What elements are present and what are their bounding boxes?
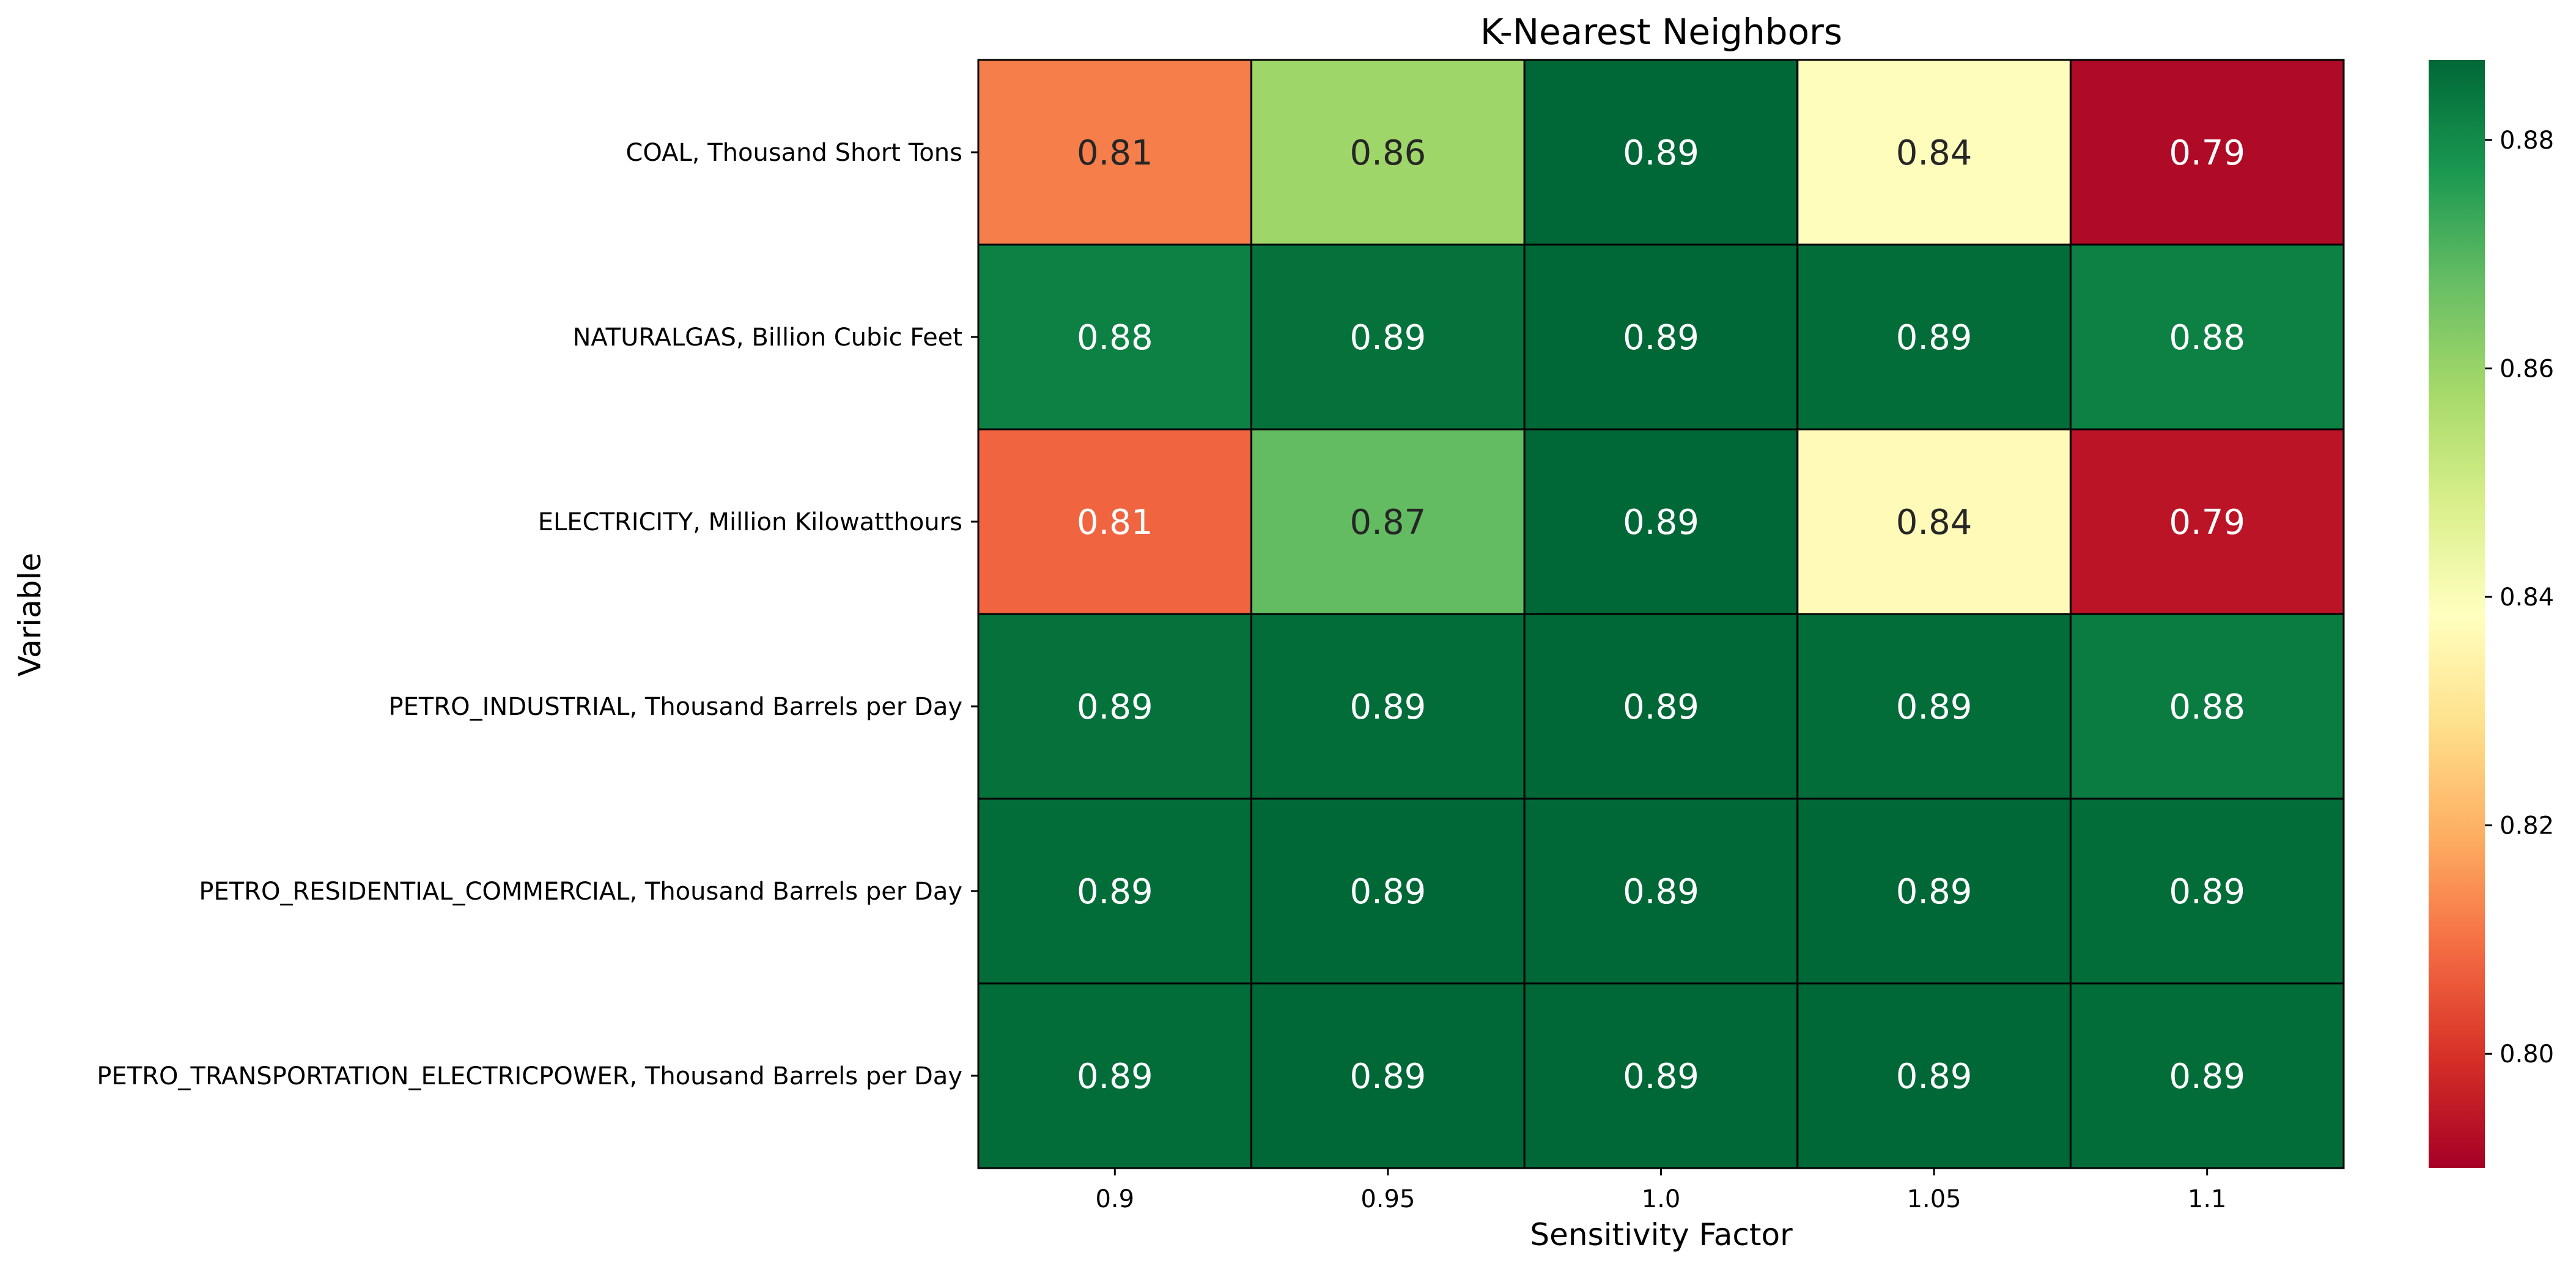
heatmap-cell-r4-c4 [2069, 797, 2345, 985]
cell-value-label-r5-c1: 0.89 [1350, 1057, 1426, 1097]
heatmap-cell-r0-c2 [1523, 59, 1799, 246]
colorbar: 0.80 0.82 0.84 0.86 0.88 [2429, 60, 2554, 1168]
y-tick-label-3: PETRO_INDUSTRIAL, Thousand Barrels per D… [389, 693, 963, 721]
heatmap-cell-r3-c4 [2069, 613, 2345, 800]
cell-value-label-r2-c1: 0.87 [1350, 503, 1426, 542]
y-tick-label-2: ELECTRICITY, Million Kilowatthours [538, 508, 962, 536]
cell-value-label-r4-c4: 0.89 [2169, 872, 2245, 912]
heatmap-cell-r2-c2 [1523, 428, 1799, 615]
cell-value-label-r4-c2: 0.89 [1623, 872, 1699, 912]
heatmap-cell-r2-c3 [1796, 428, 2072, 615]
heatmap-cell-r2-c4 [2069, 428, 2345, 615]
cell-value-label-r2-c2: 0.89 [1623, 503, 1699, 542]
cell-value-label-r3-c0: 0.89 [1077, 687, 1153, 727]
x-tick-label-3: 1.05 [1907, 1185, 1962, 1213]
cell-value-label-r4-c0: 0.89 [1077, 872, 1153, 912]
cell-value-label-r5-c0: 0.89 [1077, 1057, 1153, 1097]
cell-value-label-r1-c3: 0.89 [1896, 318, 1973, 358]
cell-value-label-r1-c2: 0.89 [1623, 318, 1699, 358]
heatmap-cells: 0.81 0.86 0.89 0.84 0.79 0.88 0.89 0.89 0.89 0.88… [977, 59, 2345, 1169]
heatmap-cell-r0-c1 [1250, 59, 1526, 246]
cell-value-label-r4-c1: 0.89 [1350, 872, 1426, 912]
heatmap-cell-r1-c0 [977, 243, 1253, 431]
x-tick-label-0: 0.9 [1095, 1185, 1134, 1213]
x-tick-label-1: 0.95 [1360, 1185, 1415, 1213]
x-tick-label-4: 1.1 [2188, 1185, 2227, 1213]
y-tick-label-4: PETRO_RESIDENTIAL_COMMERCIAL, Thousand B… [199, 878, 962, 906]
heatmap-cell-r5-c4 [2069, 982, 2345, 1169]
y-tick-label-1: NATURALGAS, Billion Cubic Feet [572, 324, 962, 352]
colorbar-gradient [2429, 60, 2485, 1168]
heatmap-cell-r0-c0 [977, 59, 1253, 246]
cell-value-label-r4-c3: 0.89 [1896, 872, 1973, 912]
cell-value-label-r0-c0: 0.81 [1077, 133, 1153, 173]
cell-value-label-r1-c1: 0.89 [1350, 318, 1426, 358]
cell-value-label-r0-c2: 0.89 [1623, 133, 1699, 173]
cell-value-label-r2-c4: 0.79 [2169, 503, 2245, 542]
colorbar-tick-label-1: 0.82 [2500, 812, 2554, 840]
heatmap-cell-r0-c4 [2069, 59, 2345, 246]
heatmap-cell-r5-c1 [1250, 982, 1526, 1169]
colorbar-tick-label-4: 0.88 [2500, 127, 2554, 155]
heatmap-cell-r3-c1 [1250, 613, 1526, 800]
heatmap-cell-r4-c1 [1250, 797, 1526, 985]
cell-value-label-r1-c0: 0.88 [1077, 318, 1153, 358]
cell-value-label-r3-c1: 0.89 [1350, 687, 1426, 727]
y-tick-label-5: PETRO_TRANSPORTATION_ELECTRICPOWER, Thou… [97, 1062, 962, 1090]
heatmap-cell-r4-c2 [1523, 797, 1799, 985]
cell-value-label-r2-c3: 0.84 [1896, 503, 1973, 542]
x-tick-label-2: 1.0 [1642, 1185, 1681, 1213]
colorbar-tick-label-0: 0.80 [2500, 1040, 2554, 1068]
cell-value-label-r0-c1: 0.86 [1350, 133, 1426, 173]
cell-value-label-r5-c2: 0.89 [1623, 1057, 1699, 1097]
x-tick-labels: 0.9 0.95 1.0 1.05 1.1 [1095, 1168, 2227, 1213]
cell-value-label-r1-c4: 0.88 [2169, 318, 2245, 358]
cell-value-label-r2-c0: 0.81 [1077, 503, 1153, 542]
heatmap-cell-r3-c2 [1523, 613, 1799, 800]
heatmap-cell-r2-c1 [1250, 428, 1526, 615]
cell-value-label-r3-c4: 0.88 [2169, 687, 2245, 727]
heatmap-cell-r1-c2 [1523, 243, 1799, 431]
colorbar-tick-label-2: 0.84 [2500, 583, 2554, 612]
heatmap-cell-r3-c3 [1796, 613, 2072, 800]
y-axis-title: Variable [12, 553, 48, 676]
cell-value-label-r5-c3: 0.89 [1896, 1057, 1973, 1097]
chart-title: K-Nearest Neighbors [1480, 11, 1842, 53]
cell-value-label-r5-c4: 0.89 [2169, 1057, 2245, 1097]
cell-value-label-r3-c2: 0.89 [1623, 687, 1699, 727]
y-tick-labels: COAL, Thousand Short Tons NATURALGAS, Bil… [97, 139, 978, 1090]
cell-value-label-r3-c3: 0.89 [1896, 687, 1973, 727]
cell-value-label-r0-c3: 0.84 [1896, 133, 1973, 173]
x-axis-title: Sensitivity Factor [1530, 1217, 1793, 1252]
colorbar-tick-label-3: 0.86 [2500, 355, 2554, 383]
cell-value-label-r0-c4: 0.79 [2169, 133, 2245, 173]
heatmap-cell-r5-c3 [1796, 982, 2072, 1169]
heatmap-cell-r4-c0 [977, 797, 1253, 985]
heatmap-cell-r1-c4 [2069, 243, 2345, 431]
y-tick-label-0: COAL, Thousand Short Tons [626, 139, 962, 167]
heatmap-cell-r0-c3 [1796, 59, 2072, 246]
heatmap-cell-r5-c2 [1523, 982, 1799, 1169]
